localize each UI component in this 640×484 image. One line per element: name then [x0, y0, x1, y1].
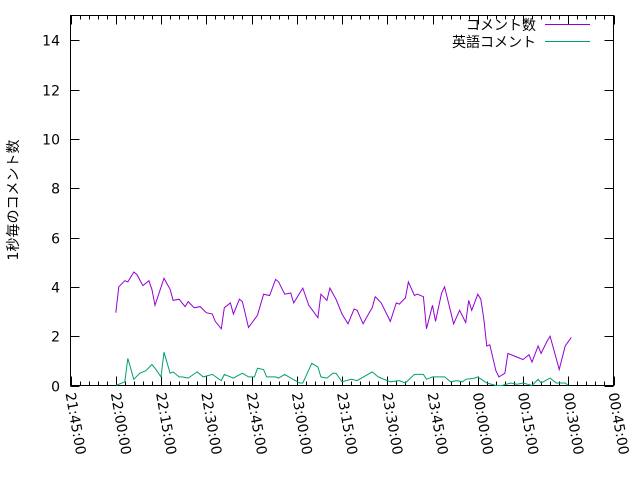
plot-border [71, 16, 614, 386]
x-tick-label: 23:45:00 [424, 391, 451, 456]
series-lines [116, 272, 572, 386]
y-tick-label: 6 [51, 232, 60, 248]
y-tick-label: 4 [51, 281, 60, 297]
x-tick-label: 23:30:00 [378, 391, 405, 456]
y-tick-label: 0 [51, 380, 60, 396]
x-tick-label: 22:15:00 [152, 391, 179, 456]
x-tick-label: 00:00:00 [469, 391, 496, 456]
legend-label-english: 英語コメント [452, 34, 536, 51]
x-tick-label: 22:30:00 [197, 391, 224, 456]
y-tick-label: 12 [42, 84, 60, 100]
x-tick-labels: 21:45:00 22:00:00 22:15:00 22:30:00 22:45:00… [62, 391, 632, 456]
x-tick-label: 00:45:00 [605, 391, 632, 456]
x-tick-label: 21:45:00 [62, 391, 89, 456]
legend-label-comments: コメント数 [466, 18, 536, 34]
x-tick-label: 22:00:00 [107, 391, 134, 456]
y-axis-label: 1秒毎のコメント数 [6, 140, 22, 261]
x-tick-label: 23:00:00 [288, 391, 315, 456]
x-tick-label: 22:45:00 [243, 391, 270, 456]
axis-ticks [71, 16, 615, 387]
y-tick-label: 2 [51, 330, 60, 346]
y-tick-labels: 0 2 4 6 8 10 12 14 [42, 34, 60, 396]
legend: コメント数 英語コメント [452, 18, 590, 51]
x-tick-label: 00:30:00 [559, 391, 586, 456]
y-tick-label: 10 [42, 133, 60, 149]
x-tick-label: 00:15:00 [514, 391, 541, 456]
x-tick-label: 23:15:00 [333, 391, 360, 456]
y-tick-label: 8 [51, 182, 60, 198]
series-line-0 [116, 272, 572, 377]
y-tick-label: 14 [42, 34, 60, 50]
